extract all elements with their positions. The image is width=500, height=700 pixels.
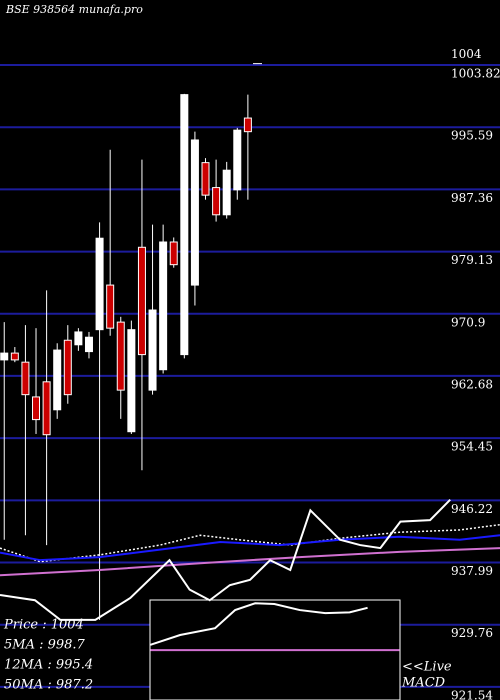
candle-body — [74, 331, 83, 346]
indicator-line — [150, 602, 368, 646]
candle-body — [222, 169, 231, 216]
candle-body — [32, 396, 41, 421]
y-tick-label: 937.99 — [451, 564, 493, 578]
candle-body — [212, 187, 221, 216]
candle-body — [95, 237, 104, 331]
indicator-line — [0, 499, 451, 621]
candle-body — [106, 284, 115, 329]
y-tick-label: 1003.82 — [451, 66, 500, 80]
candle-body — [116, 321, 125, 391]
candle-body — [137, 246, 146, 356]
macd-label: MACD — [401, 676, 446, 691]
y-tick-label: 921.54 — [451, 688, 493, 700]
candle-body — [243, 117, 252, 133]
y-tick-label: 979.13 — [451, 253, 493, 267]
grid — [0, 63, 500, 688]
indicator-line — [0, 534, 500, 562]
y-tick-label: 987.36 — [451, 191, 493, 205]
y-tick-label: 995.59 — [451, 129, 493, 143]
candle-body — [42, 381, 51, 436]
macd-label: <<Live — [402, 660, 452, 675]
candle-body — [84, 336, 93, 353]
y-tick-label: 946.22 — [451, 502, 493, 516]
y-tick-label: 929.76 — [451, 626, 493, 640]
candle-body — [10, 352, 19, 361]
y-tick-label: 954.45 — [451, 440, 493, 454]
chart-title: BSE 938564 munafa.pro — [5, 3, 143, 16]
candle-body — [180, 94, 189, 356]
candle-body — [159, 241, 168, 371]
candle-body — [233, 129, 242, 191]
candle-body — [190, 139, 199, 286]
candle-body — [148, 309, 157, 391]
info-12ma: 12MA : 995.4 — [4, 658, 93, 673]
indicator-line — [0, 523, 500, 563]
candle-body — [201, 162, 210, 196]
candle-body — [21, 361, 30, 396]
candle-body — [63, 339, 72, 396]
info-50ma: 50MA : 987.2 — [4, 678, 93, 693]
last-price-label: 1004 — [451, 47, 482, 61]
candle-body — [127, 329, 136, 433]
candle-body — [169, 241, 178, 266]
candle-body — [0, 352, 9, 361]
info-5ma: 5MA : 998.7 — [4, 638, 86, 653]
candle-body — [53, 349, 62, 411]
plot — [0, 63, 500, 652]
y-tick-label: 970.9 — [451, 315, 485, 329]
info-price: Price : 1004 — [3, 618, 84, 633]
y-tick-label: 962.68 — [451, 377, 493, 391]
indicator-line — [0, 547, 500, 577]
